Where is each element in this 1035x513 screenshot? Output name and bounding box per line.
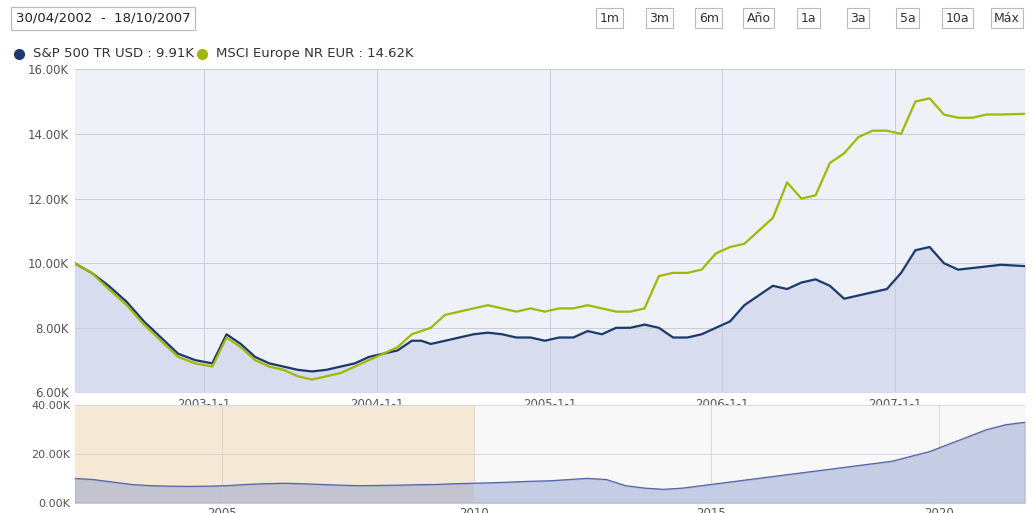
Text: 5a: 5a bbox=[899, 12, 916, 25]
Text: 6m: 6m bbox=[699, 12, 719, 25]
Text: 3a: 3a bbox=[850, 12, 866, 25]
Text: 1m: 1m bbox=[599, 12, 620, 25]
Text: 10a: 10a bbox=[946, 12, 969, 25]
Bar bbox=[75, 405, 474, 503]
Text: 1a: 1a bbox=[800, 12, 817, 25]
Text: 30/04/2002  -  18/10/2007: 30/04/2002 - 18/10/2007 bbox=[16, 12, 190, 25]
Text: Año: Año bbox=[746, 12, 771, 25]
Text: MSCI Europe NR EUR : 14.62K: MSCI Europe NR EUR : 14.62K bbox=[216, 47, 414, 61]
Text: 3m: 3m bbox=[649, 12, 670, 25]
Text: Máx: Máx bbox=[994, 12, 1019, 25]
Text: S&P 500 TR USD : 9.91K: S&P 500 TR USD : 9.91K bbox=[33, 47, 195, 61]
